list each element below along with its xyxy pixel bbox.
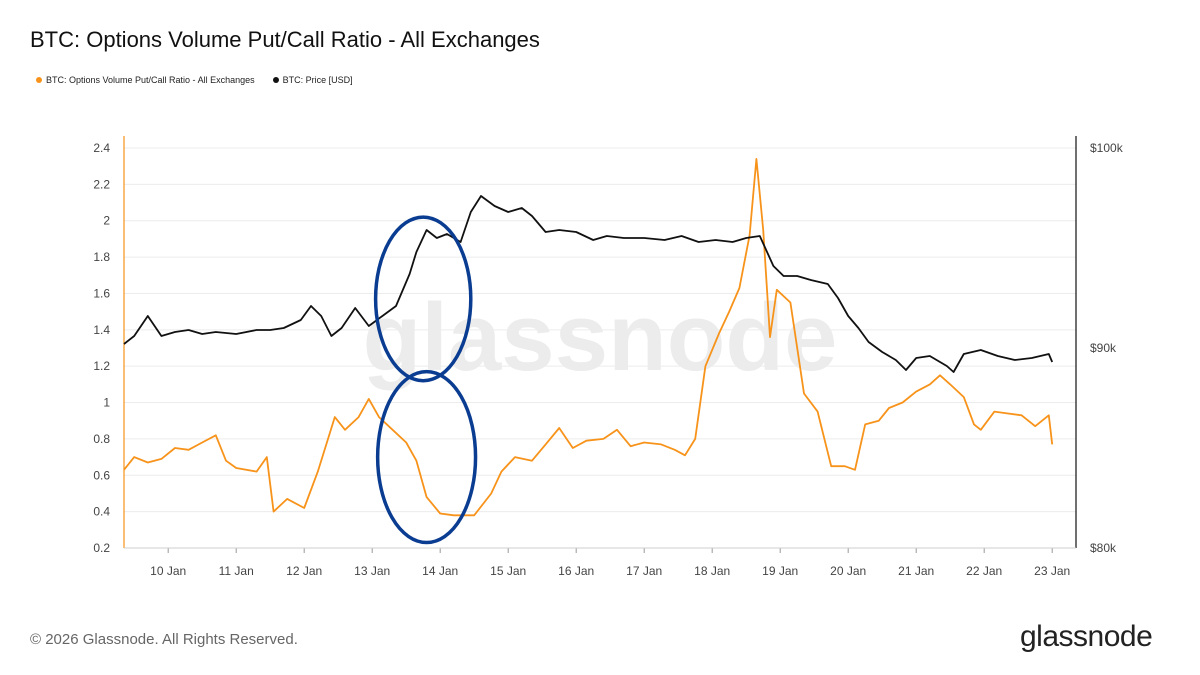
btc-price-line [123, 195, 1054, 373]
glassnode-logo[interactable]: glassnode [1020, 620, 1153, 653]
legend-item-price[interactable]: BTC: Price [USD] [272, 75, 353, 85]
y-right-tick-label: $80k [1090, 541, 1117, 555]
x-tick-label: 14 Jan [422, 564, 458, 578]
x-tick-label: 12 Jan [286, 564, 322, 578]
y-left-tick-label: 0.2 [93, 541, 110, 555]
x-tick-label: 21 Jan [898, 564, 934, 578]
highlight-ellipse-ratio [375, 369, 478, 545]
y-left-tick-label: 2.2 [93, 177, 110, 191]
series-layer [123, 158, 1054, 517]
legend-dot-price [272, 77, 279, 83]
x-tick-label: 18 Jan [694, 564, 730, 578]
x-tick-label: 13 Jan [354, 564, 390, 578]
y-left-tick-label: 0.8 [93, 432, 110, 446]
legend-label-ratio: BTC: Options Volume Put/Call Ratio - All… [46, 75, 255, 85]
y-left-tick-label: 1.8 [93, 250, 110, 264]
y-left-tick-label: 2.4 [93, 141, 110, 155]
y-right-tick-label: $100k [1090, 141, 1124, 155]
x-tick-label: 23 Jan [1034, 564, 1070, 578]
x-tick-label: 22 Jan [966, 564, 1002, 578]
axes-layer: 0.2 0.4 0.6 0.8 1 1.2 1.4 1.6 1.8 2 2.2 2.4 $80k $90k… [93, 136, 1124, 578]
annotation-layer [373, 215, 478, 545]
x-tick-label: 19 Jan [762, 564, 798, 578]
chart-title: BTC: Options Volume Put/Call Ratio - All… [30, 27, 540, 52]
legend-item-ratio[interactable]: BTC: Options Volume Put/Call Ratio - All… [36, 75, 255, 85]
legend-label-price: BTC: Price [USD] [282, 75, 353, 85]
x-tick-label: 20 Jan [830, 564, 866, 578]
y-left-tick-label: 1 [103, 396, 110, 410]
put-call-ratio-line [123, 158, 1054, 517]
y-left-tick-label: 1.4 [93, 323, 110, 337]
x-tick-label: 17 Jan [626, 564, 662, 578]
x-tick-label: 10 Jan [150, 564, 186, 578]
x-tick-label: 16 Jan [558, 564, 594, 578]
legend-dot-ratio [36, 77, 42, 83]
chart-legend: BTC: Options Volume Put/Call Ratio - All… [36, 75, 353, 85]
footer-copyright: © 2026 Glassnode. All Rights Reserved. [30, 631, 298, 648]
y-left-tick-label: 0.6 [93, 468, 110, 482]
y-left-tick-label: 2 [103, 214, 110, 228]
x-tick-label: 15 Jan [490, 564, 526, 578]
x-tick-label: 11 Jan [219, 564, 254, 578]
y-left-tick-label: 0.4 [93, 505, 110, 519]
y-left-tick-label: 1.6 [93, 286, 110, 300]
y-left-tick-label: 1.2 [93, 359, 110, 373]
highlight-ellipse-price [373, 215, 473, 383]
watermark: glassnode [363, 284, 838, 391]
y-right-tick-label: $90k [1090, 341, 1117, 355]
